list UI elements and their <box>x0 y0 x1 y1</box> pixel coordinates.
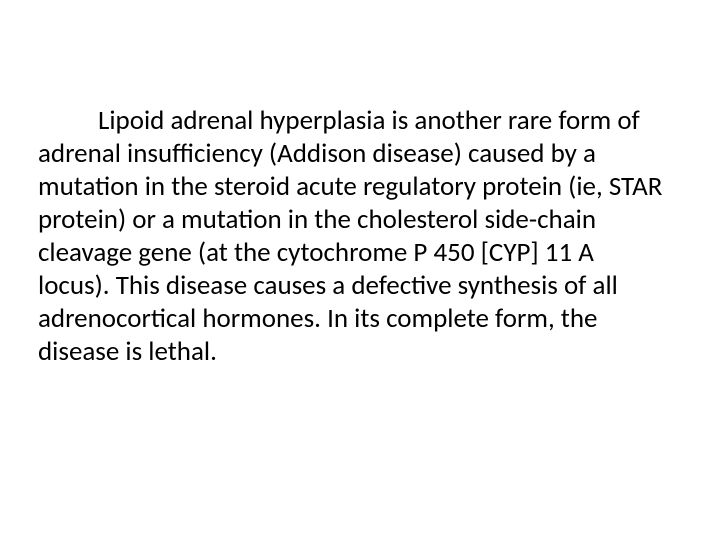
slide: Lipoid adrenal hyperplasia is another ra… <box>0 0 720 540</box>
body-text: Lipoid adrenal hyperplasia is another ra… <box>38 104 662 368</box>
body-paragraph: Lipoid adrenal hyperplasia is another ra… <box>38 105 668 369</box>
